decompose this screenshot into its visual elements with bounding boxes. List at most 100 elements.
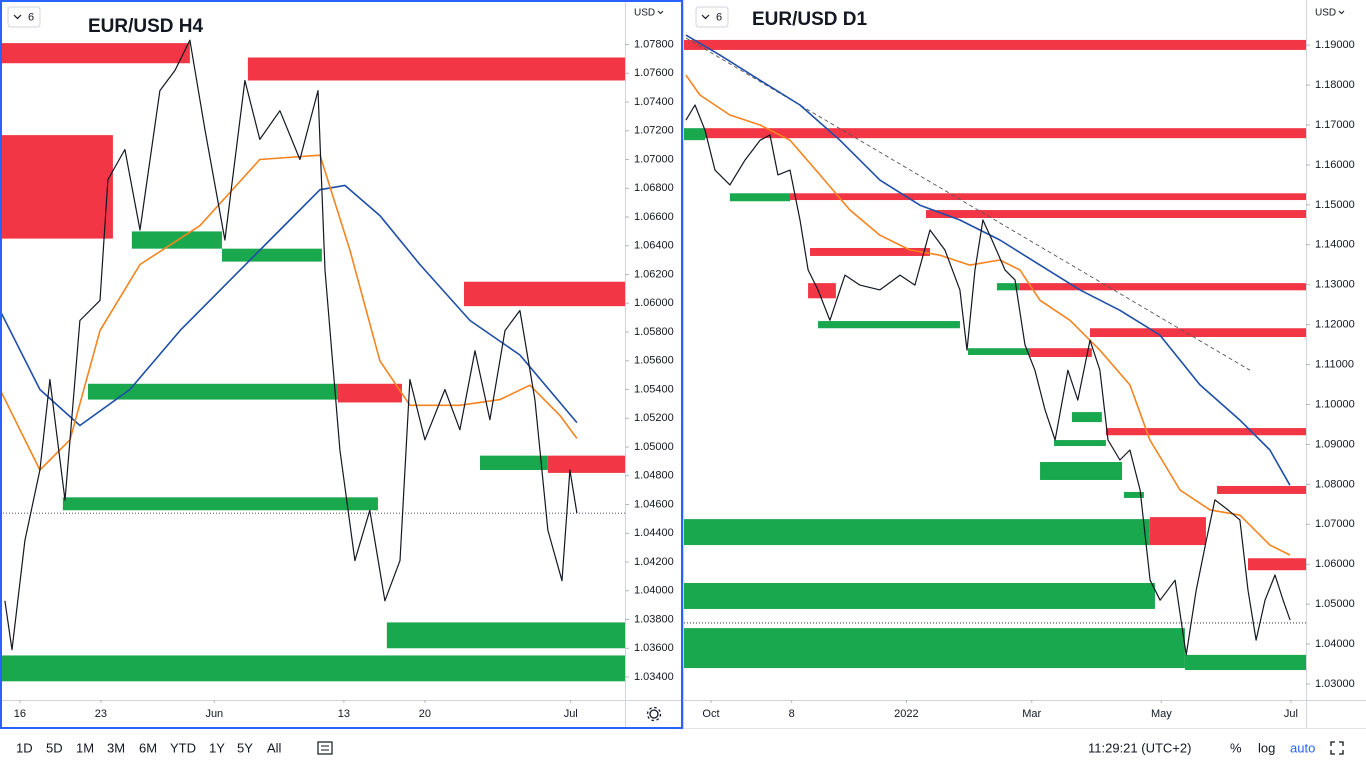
y-tick-label: 1.05600 <box>634 355 674 367</box>
supply-demand-zone <box>463 281 625 307</box>
supply-demand-zone <box>1123 491 1144 498</box>
y-tick-label: 1.05400 <box>634 383 674 395</box>
x-tick-label: 8 <box>789 708 795 720</box>
supply-demand-zone <box>221 248 322 262</box>
settings-teeth <box>646 706 662 722</box>
price-series <box>685 74 1291 556</box>
supply-demand-zone <box>1089 328 1306 338</box>
y-tick-label: 1.03600 <box>634 642 674 654</box>
y-tick-label: 1.07000 <box>634 153 674 165</box>
plot-area <box>0 39 625 682</box>
y-tick-label: 1.03800 <box>634 613 674 625</box>
range-button[interactable]: 1Y <box>209 740 225 755</box>
chart-title: EUR/USD D1 <box>752 9 868 30</box>
supply-demand-zone <box>1216 485 1306 494</box>
y-tick-label: 1.04600 <box>634 498 674 510</box>
y-tick-label: 1.07400 <box>634 96 674 108</box>
settings-ring <box>649 709 659 719</box>
supply-demand-zone <box>1248 558 1306 571</box>
range-button[interactable]: 3M <box>107 740 125 755</box>
price-series <box>0 184 578 427</box>
supply-demand-zone <box>247 57 625 81</box>
y-tick-label: 1.08000 <box>1315 478 1355 490</box>
supply-demand-zone <box>1105 428 1306 436</box>
currency-selector[interactable]: USD <box>634 8 664 19</box>
supply-demand-zone <box>62 497 378 511</box>
interval-button-box <box>695 6 729 28</box>
range-button[interactable]: 1D <box>16 740 33 755</box>
supply-demand-zone <box>337 383 402 403</box>
x-tick-label: 23 <box>95 708 107 720</box>
x-tick-label: Jul <box>564 708 578 720</box>
supply-demand-zone <box>1030 348 1092 357</box>
x-tick-label: Jun <box>205 708 223 720</box>
interval-button[interactable]: 6 <box>7 6 41 28</box>
range-button[interactable]: 1M <box>76 740 94 755</box>
supply-demand-zone <box>925 210 1306 219</box>
y-tick-label: 1.03400 <box>634 671 674 683</box>
supply-demand-zone <box>996 283 1020 291</box>
y-tick-label: 1.12000 <box>1315 319 1355 331</box>
y-tick-label: 1.04800 <box>634 470 674 482</box>
y-tick-label: 1.07000 <box>1315 518 1355 530</box>
y-tick-label: 1.16000 <box>1315 159 1355 171</box>
compare-icon[interactable] <box>317 741 333 755</box>
x-tick-label: 2022 <box>894 708 918 720</box>
fullscreen-icon[interactable] <box>1330 741 1344 755</box>
y-tick-label: 1.06000 <box>634 297 674 309</box>
supply-demand-zone <box>729 193 791 202</box>
y-tick-label: 1.04000 <box>1315 638 1355 650</box>
x-tick-label: Mar <box>1022 708 1041 720</box>
settings-icon[interactable] <box>646 706 662 722</box>
supply-demand-zone <box>809 247 930 256</box>
chart-title: EUR/USD H4 <box>88 16 204 37</box>
supply-demand-zone <box>1184 654 1306 671</box>
range-button[interactable]: 6M <box>139 740 157 755</box>
scale-option[interactable]: auto <box>1290 740 1315 755</box>
x-tick-label: 16 <box>14 708 26 720</box>
range-button[interactable]: 5Y <box>237 740 253 755</box>
y-tick-label: 1.07800 <box>634 38 674 50</box>
y-tick-label: 1.05000 <box>634 441 674 453</box>
supply-demand-zone <box>0 655 625 682</box>
supply-demand-zone <box>87 383 338 400</box>
x-tick-label: May <box>1151 708 1172 720</box>
price-series <box>685 34 1291 486</box>
interval-badge: 6 <box>28 11 34 23</box>
supply-demand-zone <box>790 193 1306 201</box>
range-button[interactable]: All <box>267 740 282 755</box>
y-tick-label: 1.06200 <box>634 268 674 280</box>
currency-label: USD <box>634 8 655 19</box>
y-tick-label: 1.05800 <box>634 326 674 338</box>
y-tick-label: 1.05000 <box>1315 598 1355 610</box>
y-tick-label: 1.03000 <box>1315 678 1355 690</box>
y-tick-label: 1.07600 <box>634 67 674 79</box>
supply-demand-zone <box>684 39 1306 50</box>
currency-chevron <box>657 10 664 15</box>
supply-demand-zone <box>705 128 1306 139</box>
range-button[interactable]: YTD <box>170 740 196 755</box>
x-tick-label: 13 <box>338 708 350 720</box>
supply-demand-zone <box>1019 283 1306 291</box>
scale-option[interactable]: % <box>1230 740 1242 755</box>
supply-demand-zone <box>1040 462 1123 480</box>
x-tick-label: Oct <box>702 708 719 720</box>
supply-demand-zone <box>0 43 190 64</box>
interval-chevron <box>13 14 22 20</box>
scale-option[interactable]: log <box>1258 740 1275 755</box>
y-tick-label: 1.10000 <box>1315 398 1355 410</box>
supply-demand-zone <box>684 519 1150 546</box>
y-tick-label: 1.06800 <box>634 182 674 194</box>
supply-demand-zone <box>968 348 1031 355</box>
currency-selector[interactable]: USD <box>1315 8 1345 19</box>
range-button[interactable]: 5D <box>46 740 63 755</box>
supply-demand-zone <box>386 622 625 649</box>
y-tick-label: 1.13000 <box>1315 279 1355 291</box>
price-series <box>4 39 578 651</box>
interval-button[interactable]: 6 <box>695 6 729 28</box>
y-tick-label: 1.06600 <box>634 211 674 223</box>
y-tick-label: 1.04400 <box>634 527 674 539</box>
y-tick-label: 1.19000 <box>1315 39 1355 51</box>
x-tick-label: 20 <box>419 708 431 720</box>
